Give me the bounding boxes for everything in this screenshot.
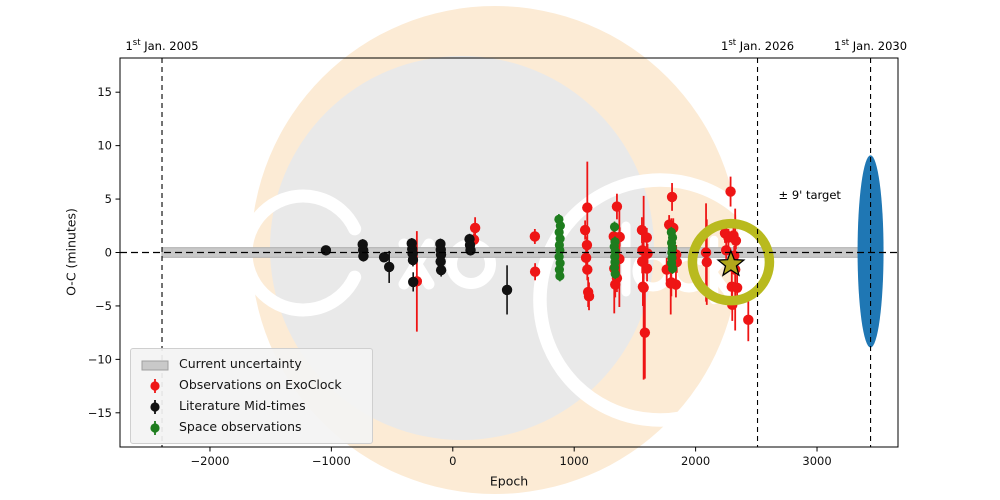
x-tick-label: 2000	[681, 454, 710, 468]
legend-label-space: Space observations	[179, 419, 302, 435]
y-tick-label: −10	[88, 352, 112, 366]
exoclock-point	[642, 248, 653, 259]
exoclock-point	[641, 263, 653, 274]
legend-marker-uncertainty-swatch	[141, 360, 169, 370]
exoclock-point	[666, 191, 678, 203]
y-tick-label: −15	[88, 406, 112, 420]
literature-point	[465, 245, 476, 256]
literature-point	[383, 261, 395, 273]
exoclock-point	[582, 202, 593, 213]
space-point	[555, 271, 565, 281]
legend-item-space: Space observations	[140, 420, 363, 436]
series-space	[554, 214, 678, 282]
literature-point	[408, 276, 419, 288]
y-tick-label: 10	[97, 139, 112, 153]
space-point	[667, 263, 678, 274]
x-axis-label: Epoch	[489, 473, 529, 489]
exoclock-point	[638, 282, 649, 293]
exoclock-point	[529, 231, 541, 242]
legend-marker-literature-icon	[150, 399, 160, 414]
x-tick-label: 3000	[802, 454, 831, 468]
legend-item-uncertainty: Current uncertainty	[140, 357, 363, 373]
legend-label-uncertainty: Current uncertainty	[179, 356, 302, 372]
highlight-ring	[687, 218, 775, 306]
exoclock-point	[579, 224, 591, 236]
space-point	[610, 269, 620, 279]
y-tick-label: 5	[105, 192, 112, 206]
y-tick-label: 15	[97, 85, 112, 99]
exoclock-point	[469, 222, 481, 234]
literature-point	[407, 254, 419, 266]
exoclock-point	[639, 327, 651, 338]
literature-point	[501, 284, 513, 296]
literature-point	[320, 245, 332, 256]
literature-point	[378, 252, 390, 263]
date-annotation-2026: 1st Jan. 2026	[720, 38, 795, 53]
target-annotation: ± 9' target	[778, 187, 841, 202]
legend-item-literature: Literature Mid-times	[140, 399, 363, 415]
exoclock-point	[529, 266, 541, 277]
exoclock-point	[581, 239, 593, 251]
exoclock-point	[641, 232, 653, 243]
date-annotation-2005: 1st Jan. 2005	[125, 38, 199, 53]
x-tick-label: 0	[449, 454, 456, 468]
y-tick-label: −5	[95, 299, 112, 313]
exoclock-point	[610, 279, 621, 290]
exoclock-point	[582, 264, 593, 275]
x-tick-label: −2000	[191, 454, 230, 468]
space-point	[609, 222, 620, 232]
legend-marker-space-icon	[150, 420, 160, 435]
literature-point	[358, 251, 369, 262]
legend-item-exoclock: Observations on ExoClock	[140, 378, 363, 394]
exoclock-point	[665, 278, 676, 289]
x-tick-label: 1000	[560, 454, 589, 468]
exoclock-point	[730, 235, 742, 246]
literature-point	[435, 264, 447, 276]
exoclock-point	[725, 186, 736, 197]
legend: Current uncertainty Observations on ExoCl…	[130, 348, 373, 444]
x-tick-label: −1000	[312, 454, 351, 468]
exoclock-point	[611, 201, 623, 212]
exoclock-point	[636, 224, 648, 236]
next-observation-star	[716, 248, 746, 277]
exoclock-point	[580, 252, 592, 264]
exoclock-point	[701, 256, 712, 268]
legend-marker-exoclock-icon	[150, 378, 160, 393]
literature-point	[435, 256, 446, 267]
legend-label-exoclock: Observations on ExoClock	[179, 377, 342, 393]
date-annotation-2030: 1st Jan. 2030	[834, 38, 908, 53]
y-tick-label: 0	[105, 246, 112, 260]
y-axis-label: O-C (minutes)	[63, 208, 79, 296]
exoclock-point	[583, 291, 595, 302]
exoclock-point	[743, 314, 754, 326]
legend-label-literature: Literature Mid-times	[179, 398, 306, 414]
exoclock-point	[731, 282, 743, 293]
